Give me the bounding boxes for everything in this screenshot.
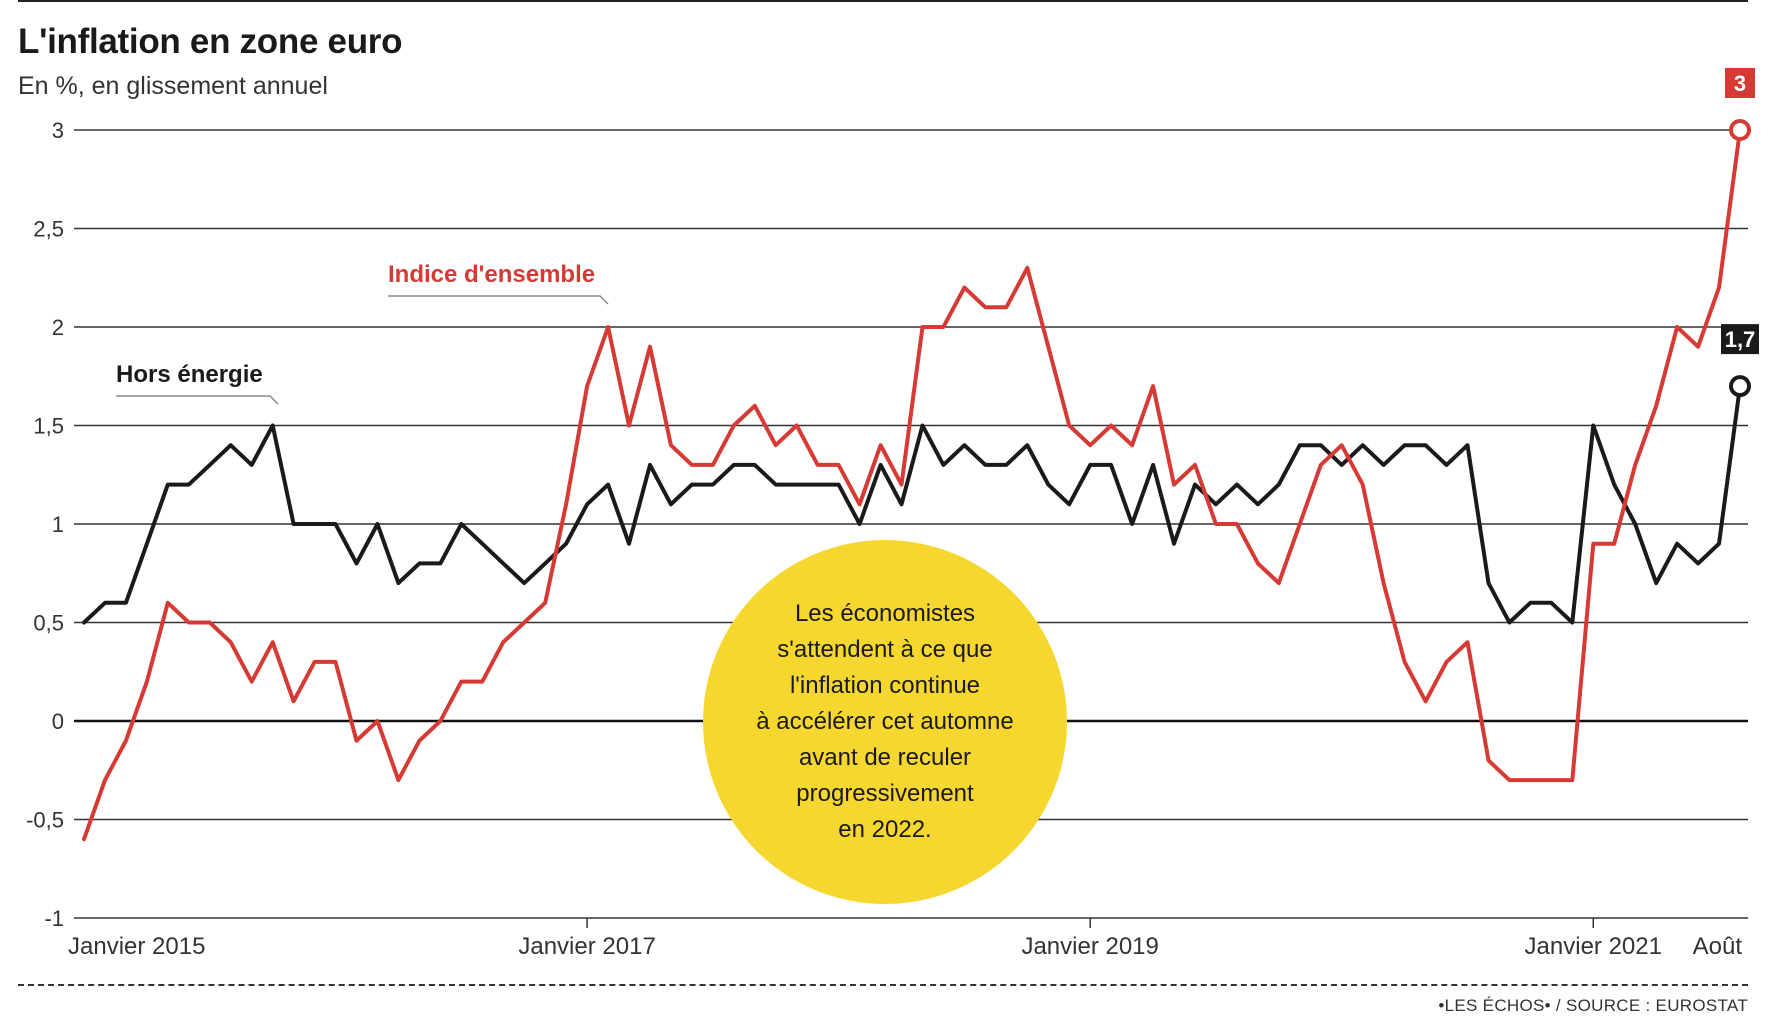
chart-title: L'inflation en zone euro: [18, 22, 403, 61]
end-value-label: 3: [1734, 71, 1746, 96]
series-line-hors-energie: [82, 384, 1742, 625]
annotation-indice-leader: [388, 295, 609, 305]
y-tick-label: 1,5: [33, 414, 64, 439]
y-tick-label: 0,5: [33, 611, 64, 636]
y-tick-label: 1: [52, 512, 64, 537]
end-value-label: 1,7: [1725, 327, 1756, 352]
end-point-marker: [1729, 119, 1751, 141]
y-tick-label: 0: [52, 709, 64, 734]
footer-divider: [18, 984, 1748, 986]
series-annotations: Indice d'ensemble Hors énergie: [116, 261, 609, 405]
end-markers: 31,7: [1721, 68, 1759, 398]
annotation-hors-energie: Hors énergie: [116, 361, 263, 388]
x-tick-label: Août: [1693, 933, 1743, 960]
annotation-hors-energie-leader: [116, 395, 279, 405]
commentary-bubble: Les économistes s'attendent à ce que l'i…: [703, 540, 1067, 904]
end-point-marker: [1729, 375, 1751, 398]
y-tick-labels: 3 2,5 2 1,5 1 0,5 0 -0,5 -1: [26, 118, 64, 931]
series-lines: [82, 128, 1742, 842]
series-line-indice-ensemble: [82, 128, 1742, 842]
y-tick-label: 3: [52, 118, 64, 143]
end-value-badge: [1721, 324, 1759, 355]
x-tick-labels: Janvier 2015 Janvier 2017 Janvier 2019 Janv…: [68, 918, 1742, 960]
annotation-indice-ensemble: Indice d'ensemble: [388, 261, 595, 288]
x-tick-label: Janvier 2019: [1021, 933, 1158, 960]
source-credit: •LES ÉCHOS• / SOURCE : EUROSTAT: [1438, 996, 1748, 1015]
commentary-text: Les économistes s'attendent à ce que l'i…: [756, 600, 1014, 843]
x-tick-label: Janvier 2021: [1525, 933, 1662, 960]
top-rule: [18, 0, 1748, 2]
y-tick-label: -0,5: [26, 808, 64, 833]
x-tick-label: Janvier 2017: [518, 933, 655, 960]
y-tick-label: 2: [52, 315, 64, 340]
x-tick-label: Janvier 2015: [68, 933, 205, 960]
chart-subtitle: En %, en glissement annuel: [18, 72, 328, 100]
end-value-badge: [1725, 68, 1755, 98]
y-tick-label: 2,5: [33, 217, 64, 242]
y-tick-label: -1: [44, 906, 64, 931]
